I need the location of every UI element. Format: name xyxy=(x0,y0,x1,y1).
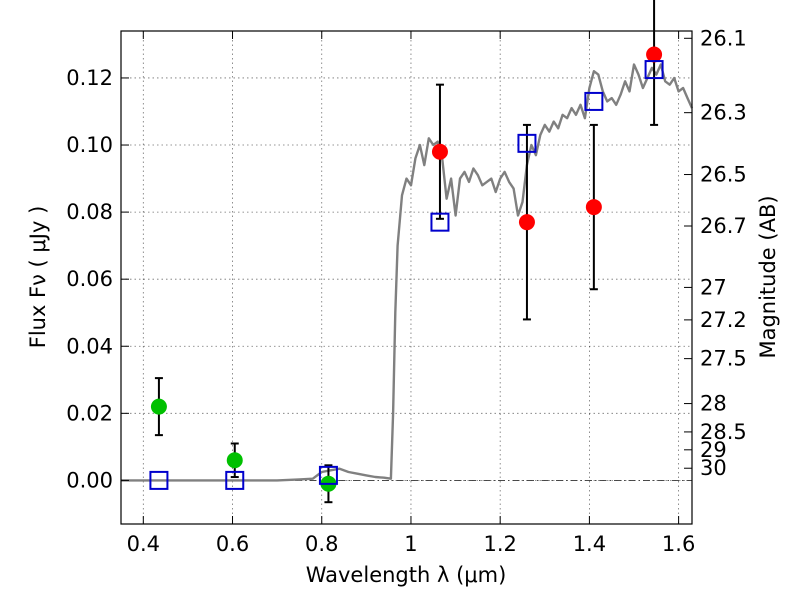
data-point xyxy=(585,199,602,216)
data-point xyxy=(226,452,243,469)
x-axis-ticks: 0.4 0.6 0.8 1 1.2 1.4 1.6 xyxy=(127,31,695,556)
magnitude-tick-label: 27.5 xyxy=(700,347,747,371)
y-axis-ticks: 0.00 0.02 0.04 0.06 0.08 0.10 0.12 xyxy=(66,66,129,492)
y-tick-label: 0.00 xyxy=(66,468,113,492)
y-axis-title: Flux Fν ( μJy ) xyxy=(26,206,50,349)
x-tick-label: 0.4 xyxy=(127,532,160,556)
magnitude-tick-label: 26.5 xyxy=(700,163,747,187)
data-markers xyxy=(149,46,664,492)
data-point xyxy=(646,46,663,63)
x-tick-label: 1.4 xyxy=(573,532,606,556)
data-point xyxy=(150,398,167,415)
magnitude-axis-title: Magnitude (AB) xyxy=(756,195,780,358)
model-photometry-square xyxy=(149,470,169,490)
y-tick-label: 0.08 xyxy=(66,200,113,224)
plot-frame xyxy=(120,30,693,525)
model-photometry-square xyxy=(430,212,450,232)
x-axis-title: Wavelength λ (μm) xyxy=(306,563,507,587)
y-tick-label: 0.04 xyxy=(66,334,113,358)
model-photometry-square xyxy=(225,470,245,490)
x-tick-label: 1.2 xyxy=(483,532,516,556)
error-bars xyxy=(154,0,659,504)
model-photometry-square xyxy=(644,60,664,80)
y-tick-label: 0.10 xyxy=(66,133,113,157)
x-tick-label: 0.8 xyxy=(305,532,338,556)
data-point xyxy=(518,214,535,231)
magnitude-tick-label: 27.2 xyxy=(700,308,747,332)
model-photometry-square xyxy=(584,91,604,111)
model-spectrum xyxy=(121,63,694,482)
magnitude-tick-label: 28.5 xyxy=(700,420,747,444)
magnitude-tick-label: 26.7 xyxy=(700,214,747,238)
magnitude-tick-label: 28 xyxy=(700,392,727,416)
magnitude-tick-label: 27 xyxy=(700,275,727,299)
model-photometry-square xyxy=(517,133,537,153)
magnitude-tick-label: 26.1 xyxy=(700,26,747,50)
data-point xyxy=(431,143,448,160)
magnitude-tick-label: 29 xyxy=(700,438,727,462)
magnitude-tick-label: 26.3 xyxy=(700,101,747,125)
y-tick-label: 0.12 xyxy=(66,66,113,90)
x-tick-label: 1 xyxy=(404,532,417,556)
x-tick-label: 0.6 xyxy=(216,532,249,556)
y-tick-label: 0.02 xyxy=(66,401,113,425)
spectrum-line xyxy=(121,63,694,482)
grid-lines xyxy=(121,31,692,524)
x-tick-label: 1.6 xyxy=(662,532,695,556)
magnitude-tick-label: 30 xyxy=(700,456,727,480)
model-photometry-square xyxy=(318,465,338,485)
y-tick-label: 0.06 xyxy=(66,267,113,291)
